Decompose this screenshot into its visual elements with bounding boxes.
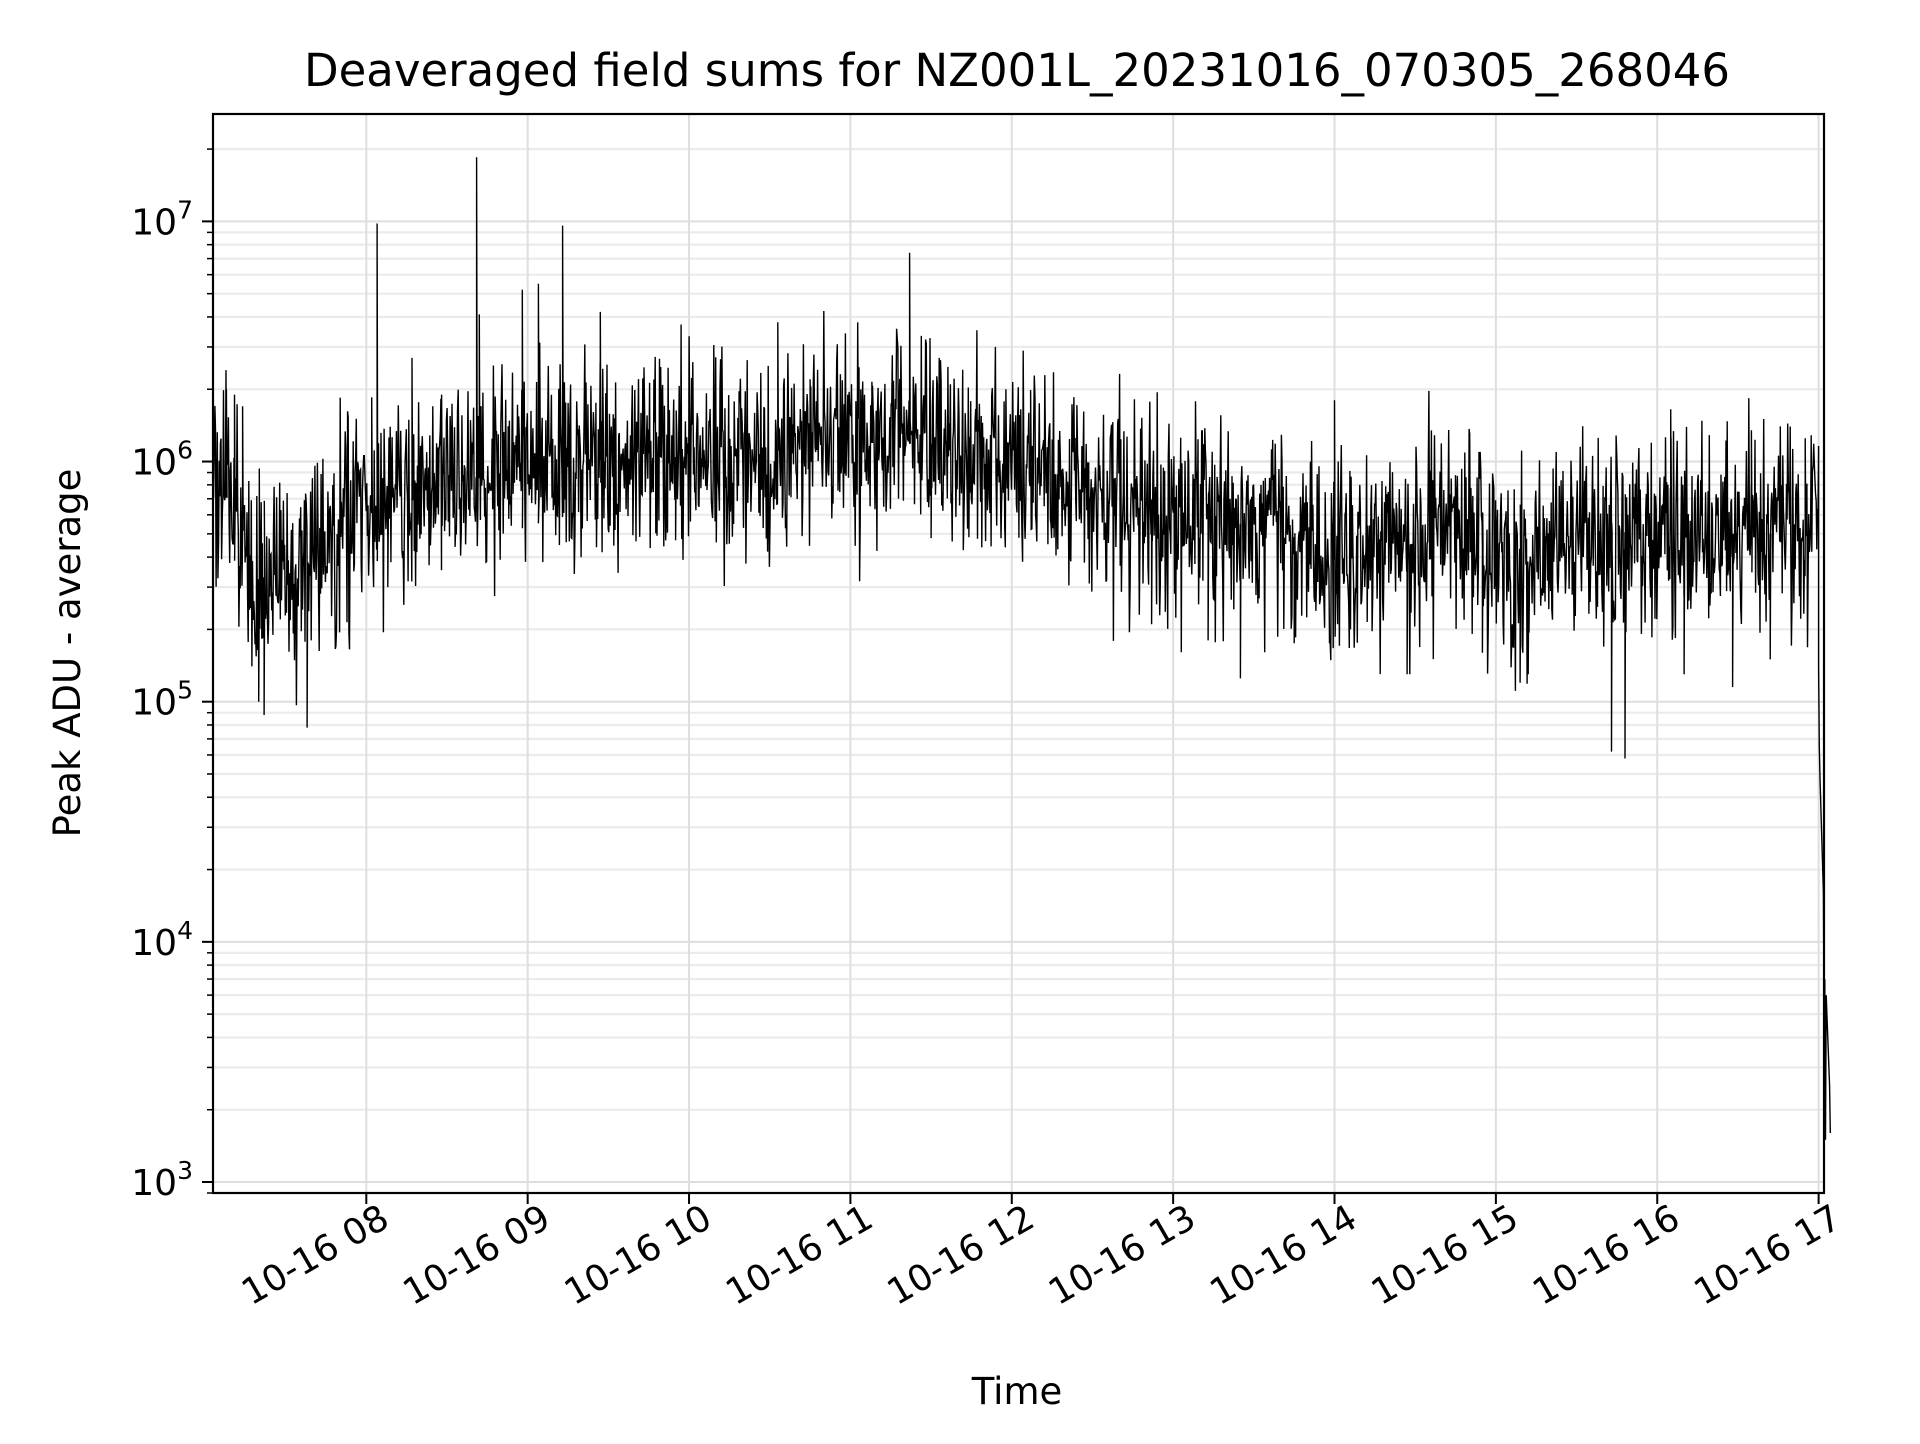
y-tick-label: 107: [131, 195, 193, 243]
x-tick-label: 10-16 17: [1687, 1197, 1848, 1313]
x-tick-label: 10-16 13: [1042, 1197, 1203, 1313]
chart-title: Deaveraged field sums for NZ001L_2023101…: [304, 44, 1730, 97]
x-tick-label: 10-16 15: [1365, 1197, 1526, 1313]
x-tick-label: 10-16 09: [396, 1197, 557, 1313]
series-layer: [213, 157, 1830, 1139]
y-axis: 103 104 105 106 107: [131, 149, 213, 1204]
grid: [213, 114, 1824, 1193]
x-tick-label: 10-16 11: [719, 1197, 880, 1313]
series-line: [213, 157, 1830, 1139]
x-tick-label: 10-16 08: [235, 1197, 396, 1313]
y-tick-label: 105: [131, 676, 193, 724]
x-tick-label: 10-16 10: [558, 1197, 719, 1313]
x-tick-label: 10-16 16: [1526, 1197, 1687, 1313]
y-tick-label: 104: [131, 916, 193, 964]
y-axis-title: Peak ADU - average: [46, 469, 89, 838]
plot-frame: [213, 114, 1824, 1193]
y-tick-label: 103: [131, 1156, 193, 1204]
y-tick-label: 106: [131, 436, 193, 484]
x-tick-label: 10-16 12: [881, 1197, 1042, 1313]
x-tick-label: 10-16 14: [1203, 1197, 1364, 1313]
x-axis-title: Time: [971, 1370, 1063, 1413]
